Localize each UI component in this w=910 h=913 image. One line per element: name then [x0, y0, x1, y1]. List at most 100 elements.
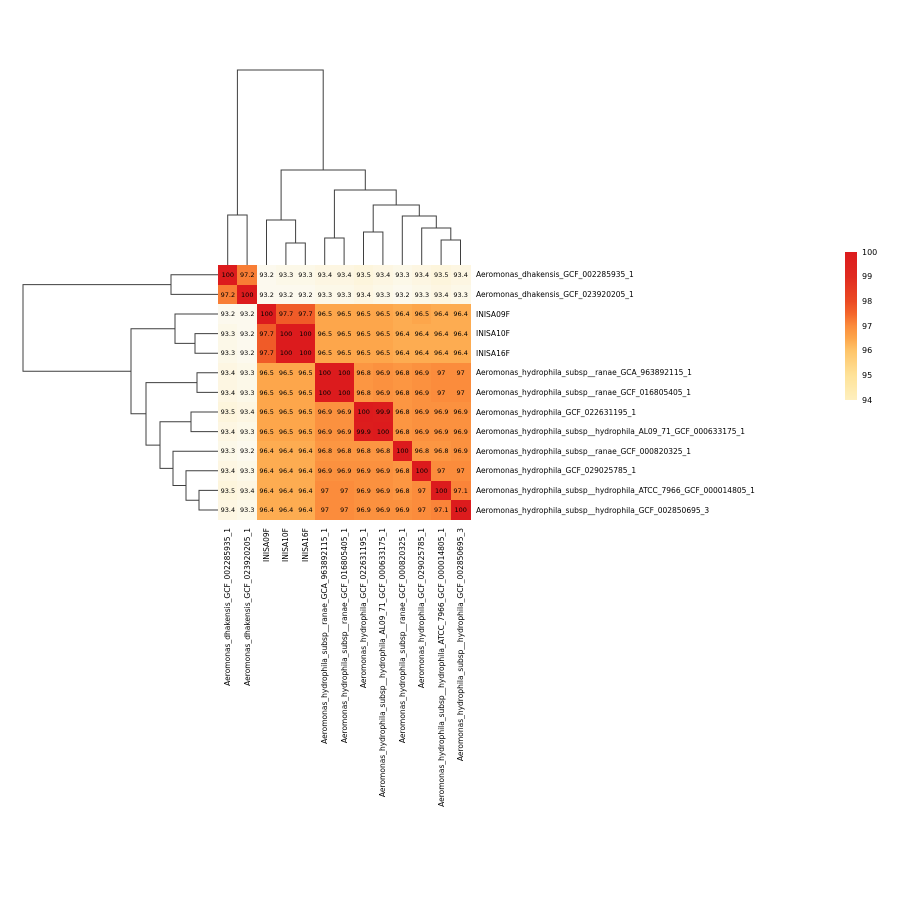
heatmap-cell: 93.3: [237, 363, 258, 383]
heatmap-cell: 100: [256, 304, 277, 325]
heatmap-cell: 96.4: [450, 304, 471, 325]
heatmap-cell: 96.9: [353, 480, 374, 501]
legend-tick-label: 96: [862, 346, 873, 356]
heatmap-cell: 96.9: [373, 461, 393, 481]
legend-tick-label: 100: [862, 247, 878, 257]
row-label: Aeromonas_hydrophila_subsp__ranae_GCA_96…: [476, 368, 692, 378]
heatmap-cell: 96.4: [256, 480, 277, 501]
heatmap-cell: 97.7: [276, 304, 296, 325]
heatmap-cell: 96.5: [315, 304, 335, 325]
row-label: Aeromonas_hydrophila_GCF_029025785_1: [476, 466, 637, 476]
dendrogram-branch: [324, 237, 345, 265]
dendrogram-branch: [196, 372, 218, 393]
heatmap-cell: 100: [450, 500, 471, 521]
heatmap-cell: 96.4: [276, 461, 296, 481]
heatmap-cell: 93.2: [392, 284, 413, 305]
heatmap-cell: 97: [315, 500, 335, 521]
legend-gradient-bar: [845, 252, 857, 400]
heatmap-cell: 96.5: [256, 363, 277, 383]
heatmap-cell: 96.9: [334, 421, 355, 442]
heatmap-cell: 100: [315, 363, 335, 383]
heatmap-cell: 93.4: [237, 480, 258, 501]
heatmap-cell: 96.4: [295, 461, 316, 481]
legend-tick-label: 94: [862, 395, 873, 405]
heatmap-cell: 93.3: [276, 265, 296, 285]
heatmap-cell: 96.4: [295, 480, 316, 501]
heatmap-cell: 100: [237, 284, 258, 305]
column-label: Aeromonas_hydrophila_subsp__ranae_GCA_96…: [320, 527, 330, 744]
heatmap-cell: 93.4: [218, 421, 238, 442]
dendrogram-branch: [145, 382, 197, 446]
heatmap-cell: 97: [334, 500, 355, 521]
heatmap-cell: 96.5: [295, 363, 316, 383]
dendrogram-branch: [170, 274, 218, 295]
heatmap-cell: 93.5: [218, 402, 238, 423]
heatmap-cell: 96.9: [412, 382, 432, 403]
heatmap-cell: 96.4: [392, 304, 413, 325]
heatmap-cell: 96.4: [431, 323, 452, 344]
heatmap-cell: 93.2: [256, 265, 277, 285]
heatmap-cell: 93.3: [218, 343, 238, 364]
heatmap-cell: 93.3: [334, 284, 355, 305]
row-label: Aeromonas_dhakensis_GCF_002285935_1: [476, 270, 634, 280]
dendrogram-branch: [172, 450, 218, 486]
heatmap-cell: 93.4: [315, 265, 335, 285]
heatmap-cell: 96.8: [392, 382, 413, 403]
dendrogram-branch: [174, 313, 218, 344]
heatmap-cell: 96.9: [373, 480, 393, 501]
heatmap-cell: 96.8: [431, 441, 452, 462]
dendrogram-branch: [372, 204, 420, 232]
heatmap-cell: 93.3: [373, 284, 393, 305]
heatmap-cell: 93.3: [315, 284, 335, 305]
heatmap-cell: 93.3: [218, 441, 238, 462]
heatmap-cell: 93.4: [218, 382, 238, 403]
heatmap-cell: 100: [295, 343, 316, 364]
heatmap-cell: 97: [450, 461, 471, 481]
column-label: INISA09F: [262, 527, 271, 562]
heatmap-cell: 93.2: [237, 304, 258, 325]
heatmap-cell: 100: [276, 343, 296, 364]
heatmap-cell: 96.4: [256, 461, 277, 481]
heatmap-cell: 96.4: [276, 500, 296, 521]
column-dendrogram: [227, 69, 461, 265]
heatmap-cell: 93.4: [353, 284, 374, 305]
heatmap-cell: 97: [450, 382, 471, 403]
heatmap-cell: 93.4: [334, 265, 355, 285]
heatmap-cell: 93.3: [218, 323, 238, 344]
heatmap-cell: 97.2: [218, 284, 238, 305]
heatmap-cell: 93.3: [237, 461, 258, 481]
heatmap-cell: 96.5: [353, 304, 374, 325]
column-label: Aeromonas_hydrophila_GCF_029025785_1: [417, 527, 427, 688]
row-dendrogram: [22, 274, 218, 511]
heatmap-cell: 97.2: [237, 265, 258, 285]
heatmap-cell: 96.8: [315, 441, 335, 462]
column-label: Aeromonas_hydrophila_subsp__hydrophila_A…: [436, 527, 446, 807]
heatmap-cell: 93.2: [237, 343, 258, 364]
dendrogram-branch: [22, 284, 171, 372]
heatmap-cell: 100: [353, 402, 374, 423]
heatmap-cell: 100: [334, 382, 355, 403]
heatmap-cell: 96.8: [392, 461, 413, 481]
column-label: INISA10F: [281, 527, 291, 562]
column-label: Aeromonas_dhakensis_GCF_023920205_1: [242, 527, 252, 686]
heatmap-cell: 96.5: [256, 382, 277, 403]
heatmap-cell: 93.4: [237, 402, 258, 423]
heatmap-cell: 97.1: [431, 500, 452, 521]
row-label: INISA16F: [476, 348, 510, 358]
heatmap-cell: 100: [218, 265, 238, 285]
heatmap-cell: 99.9: [373, 402, 393, 423]
legend-tick-label: 99: [862, 272, 873, 282]
heatmap-cell: 96.4: [450, 323, 471, 344]
dendrogram-branch: [159, 421, 191, 469]
heatmap-cell: 96.4: [450, 343, 471, 364]
dendrogram-branch: [421, 227, 452, 265]
heatmap-cell: 93.4: [431, 284, 452, 305]
heatmap-cell: 97: [412, 480, 432, 501]
heatmap-cell: 96.9: [392, 500, 413, 521]
heatmap-cell: 97.7: [295, 304, 316, 325]
heatmap-cell: 97.1: [450, 480, 471, 501]
heatmap-cell: 93.5: [218, 480, 238, 501]
heatmap-cell: 96.8: [373, 441, 393, 462]
heatmap-cell: 100: [373, 421, 393, 442]
